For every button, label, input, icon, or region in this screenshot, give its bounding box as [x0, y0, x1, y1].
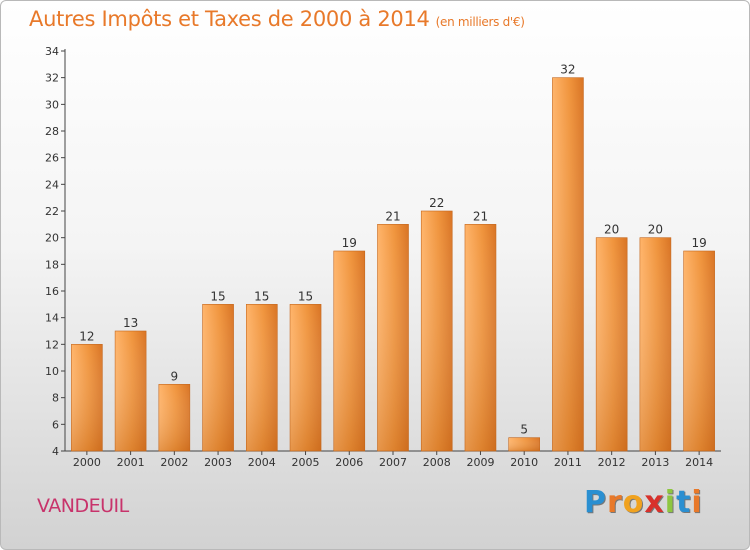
bar-value-label: 21 — [385, 209, 400, 223]
bar-shade — [421, 211, 453, 451]
bar-shade — [552, 77, 584, 452]
bar-value-label: 15 — [254, 289, 269, 303]
bar-value-label: 22 — [429, 196, 444, 210]
y-tick-label: 18 — [45, 258, 59, 271]
chart-title-text: Autres Impôts et Taxes de 2000 à 2014 — [29, 7, 430, 31]
logo-letter: o — [622, 485, 645, 520]
logo-letter: r — [607, 485, 623, 520]
x-tick-label: 2007 — [379, 456, 407, 469]
y-tick-label: 28 — [45, 125, 59, 138]
bar-value-label: 12 — [79, 329, 94, 343]
x-tick-label: 2006 — [335, 456, 363, 469]
x-tick-label: 2014 — [685, 456, 713, 469]
bar-value-label: 15 — [298, 289, 313, 303]
x-tick-label: 2005 — [292, 456, 320, 469]
bar-shade — [377, 224, 409, 451]
x-tick-label: 2012 — [598, 456, 626, 469]
bar-shade — [158, 384, 190, 451]
y-tick-label: 20 — [45, 232, 59, 245]
y-tick-label: 8 — [52, 392, 59, 405]
bar-value-label: 20 — [648, 223, 663, 237]
bar-shade — [683, 251, 715, 451]
y-tick-label: 14 — [45, 312, 59, 325]
bar-value-label: 15 — [210, 289, 225, 303]
y-tick-label: 16 — [45, 285, 59, 298]
y-tick-label: 34 — [45, 45, 59, 58]
bar-shade — [202, 304, 234, 451]
bar-shade — [290, 304, 322, 451]
logo-letter: P — [584, 485, 607, 520]
bar-value-label: 21 — [473, 209, 488, 223]
y-tick-label: 24 — [45, 178, 59, 191]
logo-letter: i — [691, 485, 703, 520]
bar-shade — [246, 304, 278, 451]
y-tick-label: 4 — [52, 445, 59, 458]
bar-shade — [71, 344, 103, 451]
bar-value-label: 5 — [520, 423, 528, 437]
bar-shade — [639, 237, 671, 451]
bar-shade — [115, 331, 147, 451]
bar-value-label: 32 — [560, 63, 575, 77]
bar-shade — [464, 224, 496, 451]
x-tick-label: 2003 — [204, 456, 232, 469]
chart-unit: (en milliers d'€) — [435, 15, 525, 29]
bar-value-label: 13 — [123, 316, 138, 330]
commune-name: VANDEUIL — [37, 495, 129, 517]
chart-bars — [71, 77, 715, 452]
bar-shade — [596, 237, 628, 451]
x-tick-label: 2004 — [248, 456, 276, 469]
x-tick-label: 2011 — [554, 456, 582, 469]
proxiti-logo: Proxiti — [584, 485, 703, 520]
x-tick-label: 2002 — [160, 456, 188, 469]
y-tick-label: 6 — [52, 418, 59, 431]
x-tick-label: 2008 — [423, 456, 451, 469]
x-tick-label: 2009 — [466, 456, 494, 469]
logo-letter: t — [676, 485, 692, 520]
y-tick-label: 10 — [45, 365, 59, 378]
logo-letter: i — [664, 485, 677, 520]
bar-value-label: 19 — [342, 236, 357, 250]
bar-value-label: 20 — [604, 223, 619, 237]
x-tick-label: 2013 — [641, 456, 669, 469]
chart-data-labels: 12 13 9 15 15 15 19 21 22 21 5 32 20 20 19 — [79, 63, 707, 437]
x-tick-label: 2000 — [73, 456, 101, 469]
y-tick-label: 32 — [45, 72, 59, 85]
bar-value-label: 19 — [691, 236, 706, 250]
y-tick-label: 30 — [45, 98, 59, 111]
logo-letter: x — [644, 485, 665, 520]
bar-shade — [508, 437, 540, 451]
bar-shade — [333, 251, 365, 451]
chart-title: Autres Impôts et Taxes de 2000 à 2014 (en… — [29, 7, 525, 31]
y-tick-label: 22 — [45, 205, 59, 218]
y-tick-label: 26 — [45, 152, 59, 165]
bar-value-label: 9 — [171, 369, 179, 383]
x-tick-label: 2010 — [510, 456, 538, 469]
chart-axes: 4 6 8 10 12 14 16 18 20 22 24 26 28 30 32 34 2000 2001 200… — [45, 45, 721, 469]
y-tick-label: 12 — [45, 338, 59, 351]
x-tick-label: 2001 — [117, 456, 145, 469]
